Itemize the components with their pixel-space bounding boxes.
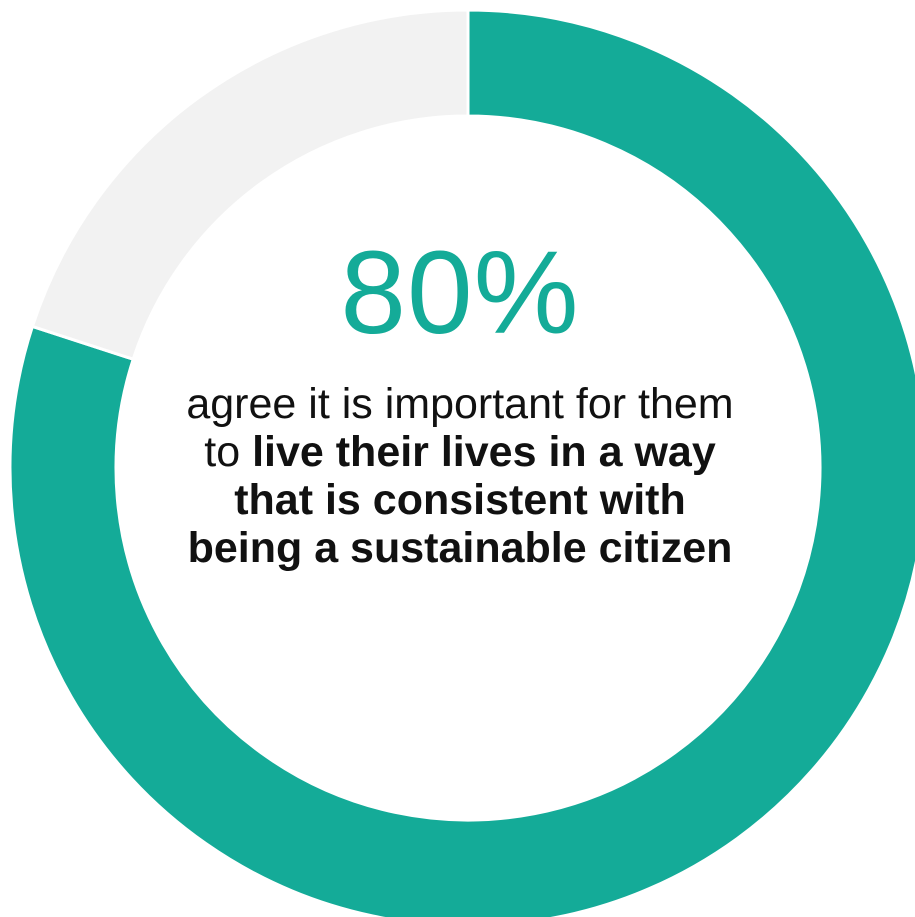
- center-label: 80% agree it is important for them to li…: [180, 228, 740, 572]
- caption-bold: live their lives in a way that is consis…: [187, 428, 733, 572]
- percentage-value: 80%: [340, 227, 580, 359]
- caption-plain: agree it is important for them to: [186, 380, 734, 476]
- donut-slice-1: [30, 8, 470, 362]
- caption-text: agree it is important for them to live t…: [180, 380, 740, 572]
- donut-slice-0: [8, 8, 915, 917]
